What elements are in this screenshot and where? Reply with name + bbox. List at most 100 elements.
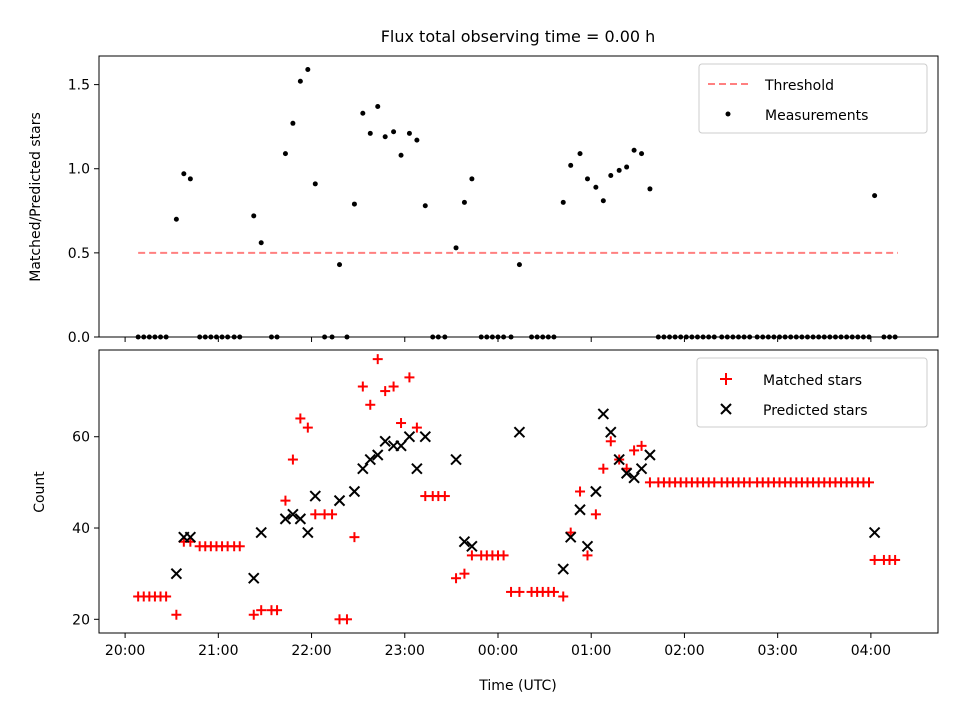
measurement-point <box>600 198 606 204</box>
predicted-star-point <box>597 408 610 420</box>
matched-star-point <box>548 586 559 597</box>
measurement-point <box>344 334 350 340</box>
matched-star-point <box>498 550 509 561</box>
ratio-panel-legend: Threshold Measurements <box>698 63 928 134</box>
measurement-point <box>860 334 866 340</box>
legend-matched-label: Matched stars <box>763 373 862 389</box>
y-tick-label: 20 <box>72 612 90 628</box>
measurement-point <box>667 334 673 340</box>
measurement-point <box>141 334 147 340</box>
measurement-point <box>700 334 706 340</box>
measurement-point <box>375 103 381 109</box>
measurement-point <box>422 203 428 209</box>
count-panel-xlabel: Time (UTC) <box>478 678 556 694</box>
matched-star-point <box>404 372 415 383</box>
count-panel-marks <box>133 354 901 625</box>
matched-star-point <box>590 509 601 520</box>
predicted-star-point <box>379 435 391 447</box>
measurement-point <box>694 334 700 340</box>
predicted-star-point <box>513 426 526 438</box>
y-tick-label: 40 <box>72 521 90 537</box>
measurement-point <box>382 134 388 140</box>
predicted-star-point <box>403 431 416 443</box>
measurement-point <box>163 334 169 340</box>
matched-star-point <box>248 609 259 620</box>
predicted-star-point <box>605 426 617 438</box>
x-tick-label: 02:00 <box>664 643 704 659</box>
measurement-point <box>414 137 420 143</box>
legend-measurements-swatch <box>725 111 731 117</box>
predicted-star-point <box>466 540 478 552</box>
x-tick-label: 03:00 <box>757 643 797 659</box>
measurement-point <box>529 334 535 340</box>
measurement-point <box>678 334 684 340</box>
measurement-point <box>754 334 760 340</box>
matched-star-point <box>582 550 593 561</box>
measurement-point <box>838 334 844 340</box>
measurement-point <box>173 216 179 222</box>
measurement-point <box>832 334 838 340</box>
measurement-point <box>297 78 303 84</box>
measurement-point <box>360 110 366 116</box>
predicted-star-point <box>635 462 648 475</box>
measurement-point <box>305 66 311 72</box>
count-panel-legend: Matched stars Predicted stars <box>696 357 928 428</box>
measurement-point <box>844 334 850 340</box>
x-tick-label: 01:00 <box>571 643 611 659</box>
measurement-point <box>551 334 557 340</box>
y-tick-label: 0.5 <box>68 246 90 262</box>
matched-star-point <box>302 422 313 433</box>
legend-predicted-label: Predicted stars <box>763 403 868 419</box>
measurement-point <box>584 176 590 182</box>
measurement-point <box>329 334 335 340</box>
measurement-point <box>647 186 653 192</box>
measurement-point <box>782 334 788 340</box>
measurement-point <box>724 334 730 340</box>
measurement-point <box>892 334 898 340</box>
legend-predicted-swatch <box>720 403 732 415</box>
predicted-star-point <box>620 467 633 479</box>
matched-star-point <box>558 591 569 602</box>
measurement-point <box>672 334 678 340</box>
measurement-point <box>237 334 243 340</box>
ratio-panel-ylabel: Matched/Predicted stars <box>28 112 44 282</box>
measurement-point <box>887 334 893 340</box>
count-legend-frame <box>696 357 928 428</box>
measurement-point <box>872 193 878 199</box>
predicted-star-point <box>302 526 314 539</box>
count-panel-ylabel: Count <box>32 471 48 513</box>
predicted-star-point <box>574 504 586 516</box>
measurement-point <box>540 334 546 340</box>
measurement-point <box>631 147 637 153</box>
ratio-legend-frame <box>698 63 928 134</box>
measurement-point <box>322 334 328 340</box>
measurement-point <box>469 176 475 182</box>
measurement-point <box>608 172 614 178</box>
measurement-point <box>655 334 661 340</box>
measurement-point <box>816 334 822 340</box>
predicted-star-point <box>184 531 197 543</box>
measurement-point <box>777 334 783 340</box>
ratio-panel-frame <box>98 55 939 338</box>
measurement-point <box>760 334 766 340</box>
matched-star-point <box>256 605 267 616</box>
measurement-point <box>711 334 717 340</box>
measurement-point <box>268 334 274 340</box>
matched-star-point <box>280 495 291 506</box>
measurement-point <box>312 181 318 187</box>
predicted-star-point <box>395 440 407 452</box>
measurement-point <box>624 164 630 170</box>
measurement-point <box>706 334 712 340</box>
measurement-point <box>788 334 794 340</box>
matched-star-point <box>287 454 298 465</box>
measurement-point <box>146 334 152 340</box>
measurement-point <box>866 334 872 340</box>
measurement-point <box>771 334 777 340</box>
measurement-point <box>484 334 490 340</box>
matched-star-point <box>629 445 640 456</box>
predicted-star-point <box>348 485 361 498</box>
measurement-point <box>516 262 522 268</box>
measurement-point <box>282 151 288 157</box>
measurement-point <box>290 120 296 126</box>
predicted-star-point <box>613 453 625 466</box>
